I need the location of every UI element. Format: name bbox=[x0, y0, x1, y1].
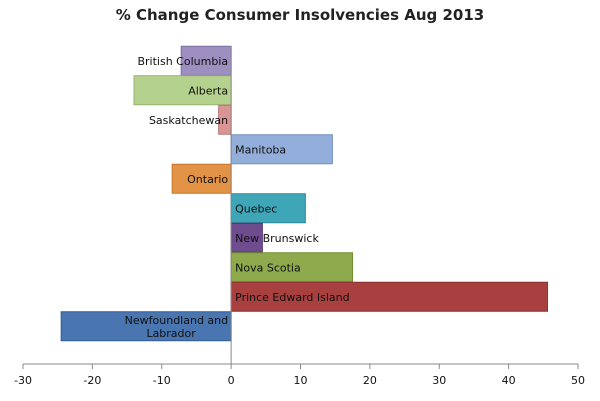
bar-label-5: Quebec bbox=[235, 202, 277, 215]
bar-9 bbox=[60, 311, 232, 342]
bar-label-3: Manitoba bbox=[235, 143, 286, 156]
x-tick-label-3: 0 bbox=[228, 374, 235, 387]
x-tick-label-8: 50 bbox=[571, 374, 585, 387]
bar-label-4: Ontario bbox=[187, 173, 228, 186]
bar-8 bbox=[230, 281, 548, 312]
bar-label-2: Saskatchewan bbox=[149, 114, 228, 127]
chart-title: % Change Consumer Insolvencies Aug 2013 bbox=[115, 6, 485, 24]
bar-label-1: Alberta bbox=[188, 84, 228, 97]
bar-7 bbox=[230, 252, 354, 283]
x-tick-label-2: -10 bbox=[153, 374, 171, 387]
bar-1 bbox=[133, 75, 232, 106]
x-tick-label-6: 30 bbox=[432, 374, 446, 387]
x-tick-label-1: -20 bbox=[83, 374, 101, 387]
bar-label-8: Prince Edward Island bbox=[235, 291, 350, 304]
bar-4 bbox=[171, 163, 232, 194]
x-tick-label-4: 10 bbox=[294, 374, 308, 387]
bar-label-7: Nova Scotia bbox=[235, 261, 301, 274]
x-tick-label-5: 20 bbox=[363, 374, 377, 387]
x-tick-label-7: 40 bbox=[502, 374, 516, 387]
x-tick-label-0: -30 bbox=[14, 374, 32, 387]
bar-5 bbox=[230, 193, 306, 224]
bar-label-0: British Columbia bbox=[137, 55, 228, 68]
bar-label-6: New Brunswick bbox=[235, 232, 319, 245]
bar-label-9: Newfoundland and Labrador bbox=[125, 314, 228, 340]
